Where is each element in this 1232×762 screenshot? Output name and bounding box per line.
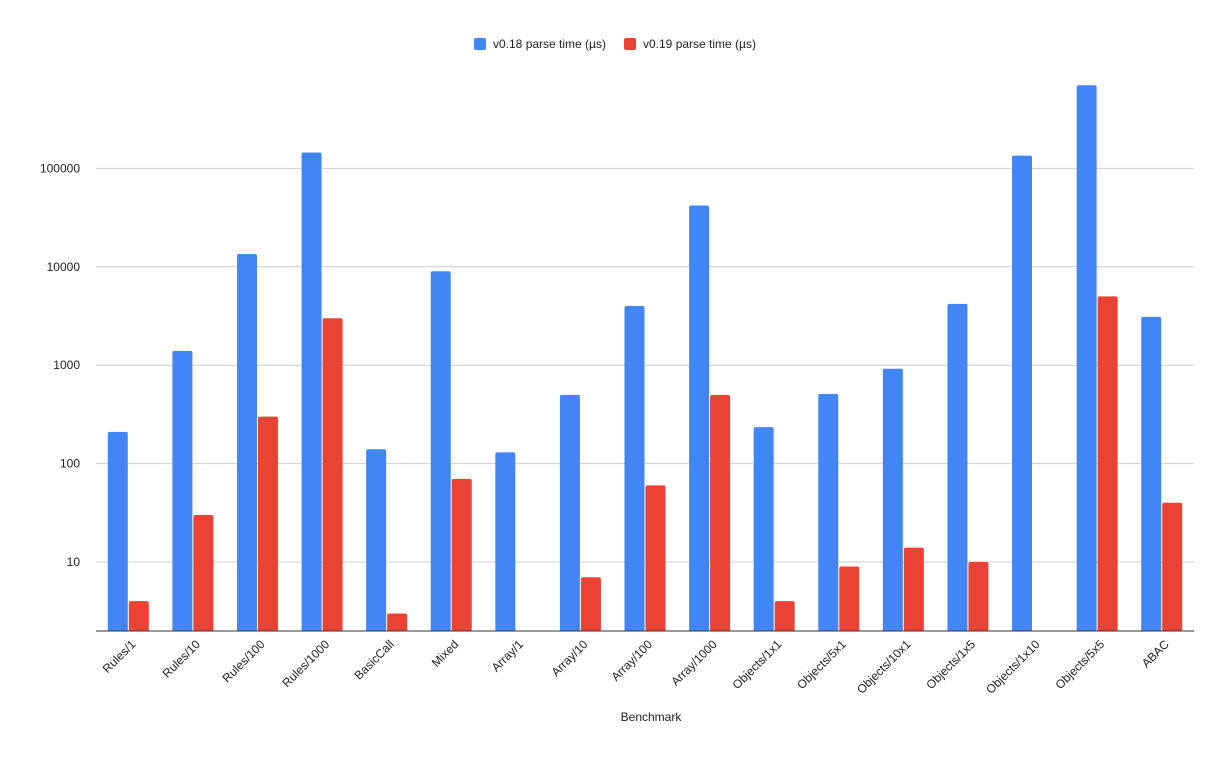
bar-v019-abac: [1162, 502, 1183, 631]
x-tick-label: Objects/5x5: [1053, 637, 1108, 692]
x-tick-label: Rules/1: [100, 637, 139, 676]
y-tick-label: 100000: [40, 161, 80, 175]
x-axis-tick-labels: Rules/1 Rules/10 Rules/100 Rules/1000 BasicC…: [100, 637, 1172, 697]
y-tick-label: 10: [67, 555, 81, 569]
bar-v019-objects-5x5: [1097, 296, 1118, 631]
x-tick-label: Mixed: [429, 637, 462, 670]
legend-swatch: [474, 38, 486, 50]
legend: v0.18 parse time (µs) v0.19 parse time (µ…: [474, 37, 756, 51]
x-tick-label: BasicCall: [352, 637, 397, 682]
bar-v019-rules-1: [128, 601, 149, 631]
legend-label: v0.19 parse time (µs): [643, 37, 756, 51]
x-tick-label: Rules/10: [160, 637, 204, 681]
x-tick-label: Rules/100: [219, 637, 267, 685]
bar-v018-abac: [1141, 316, 1162, 631]
bar-v018-basiccall: [366, 449, 387, 631]
bar-v018-rules-10: [172, 350, 193, 631]
bars: [107, 85, 1183, 631]
x-tick-label: Array/1000: [668, 637, 720, 689]
legend-item-v019: v0.19 parse time (µs): [624, 37, 756, 51]
bar-v019-rules-1000: [322, 318, 343, 631]
bar-v018-objects-1x5: [947, 303, 968, 631]
bar-v019-array-1000: [710, 394, 731, 631]
bar-v019-objects-1x1: [774, 601, 795, 631]
bar-v018-objects-1x10: [1012, 155, 1033, 631]
bar-v018-rules-1: [107, 431, 128, 631]
bar-v019-rules-100: [257, 416, 278, 631]
bar-v018-objects-5x5: [1076, 85, 1097, 631]
bar-v018-array-1000: [689, 205, 710, 631]
bar-v018-objects-10x1: [882, 368, 903, 631]
bar-v019-array-100: [645, 485, 666, 631]
legend-item-v018: v0.18 parse time (µs): [474, 37, 606, 51]
y-tick-label: 1000: [53, 358, 80, 372]
bar-v018-objects-1x1: [753, 427, 774, 631]
bar-v018-rules-1000: [301, 152, 322, 631]
bar-v019-basiccall: [387, 613, 408, 631]
gridlines: [96, 167, 1194, 563]
bar-v019-objects-5x1: [839, 566, 860, 631]
x-tick-label: Array/10: [549, 637, 591, 679]
bar-v019-array-10: [580, 577, 601, 631]
x-tick-label: Objects/5x1: [794, 637, 849, 692]
bar-v018-array-1: [495, 452, 516, 631]
legend-swatch: [624, 38, 636, 50]
x-tick-label: Objects/1x5: [923, 637, 978, 692]
y-axis-tick-labels: 10 100 1000 10000 100000: [40, 161, 80, 569]
x-tick-label: Array/1: [489, 637, 526, 674]
x-axis-title: Benchmark: [621, 710, 683, 724]
legend-label: v0.18 parse time (µs): [493, 37, 606, 51]
bar-v019-objects-10x1: [903, 547, 924, 631]
bar-v019-mixed: [451, 478, 472, 631]
bar-v019-rules-10: [193, 515, 214, 631]
bar-v018-array-100: [624, 305, 645, 631]
bar-v018-array-10: [559, 394, 580, 631]
bar-v019-objects-1x5: [968, 562, 989, 631]
x-tick-label: Array/100: [608, 637, 655, 684]
bar-v018-objects-5x1: [818, 393, 839, 631]
bar-v018-mixed: [430, 271, 451, 631]
y-tick-label: 10000: [47, 260, 81, 274]
x-tick-label: Objects/1x10: [983, 637, 1043, 697]
bar-v018-rules-100: [236, 253, 257, 631]
y-tick-label: 100: [60, 457, 80, 471]
x-tick-label: Rules/1000: [279, 637, 332, 690]
x-tick-label: Objects/1x1: [730, 637, 785, 692]
x-tick-label: Objects/10x1: [854, 637, 914, 697]
x-tick-label: ABAC: [1139, 637, 1172, 670]
